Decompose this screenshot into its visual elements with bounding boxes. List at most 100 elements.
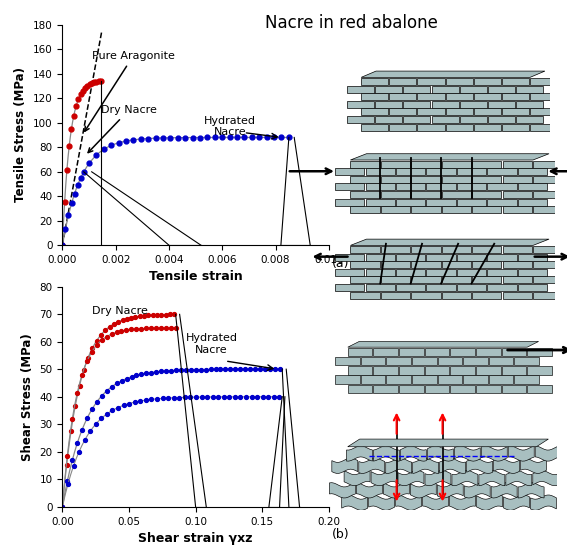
Polygon shape [457, 199, 486, 206]
Polygon shape [481, 446, 507, 461]
Polygon shape [366, 199, 395, 206]
Polygon shape [516, 85, 543, 93]
Polygon shape [411, 161, 441, 168]
Polygon shape [369, 495, 395, 510]
Polygon shape [514, 357, 539, 365]
Polygon shape [476, 366, 501, 375]
Polygon shape [350, 239, 549, 245]
Polygon shape [506, 471, 532, 486]
Polygon shape [518, 199, 547, 206]
Polygon shape [412, 375, 437, 383]
Polygon shape [335, 357, 359, 365]
Polygon shape [381, 161, 410, 168]
Polygon shape [381, 277, 410, 283]
Polygon shape [425, 385, 450, 393]
Polygon shape [350, 206, 380, 213]
Polygon shape [530, 93, 557, 100]
Polygon shape [530, 495, 556, 510]
Polygon shape [396, 284, 425, 291]
Polygon shape [403, 85, 430, 93]
Polygon shape [527, 385, 552, 393]
Polygon shape [533, 261, 562, 268]
Polygon shape [422, 495, 448, 510]
Text: Dry Nacre: Dry Nacre [88, 105, 157, 153]
Polygon shape [502, 109, 529, 115]
Polygon shape [502, 191, 532, 198]
Polygon shape [390, 109, 416, 115]
Polygon shape [503, 495, 530, 510]
Polygon shape [514, 375, 539, 383]
Polygon shape [502, 78, 529, 85]
Polygon shape [533, 291, 562, 299]
Polygon shape [335, 168, 365, 175]
X-axis label: Tensile strain: Tensile strain [149, 271, 243, 283]
Polygon shape [488, 101, 515, 108]
Polygon shape [489, 357, 514, 365]
Polygon shape [426, 284, 456, 291]
Polygon shape [411, 176, 441, 183]
Polygon shape [487, 253, 517, 261]
Polygon shape [357, 483, 382, 498]
Polygon shape [350, 161, 380, 168]
Polygon shape [446, 123, 473, 131]
Polygon shape [350, 191, 380, 198]
Polygon shape [350, 176, 380, 183]
Polygon shape [474, 123, 501, 131]
Polygon shape [361, 357, 386, 365]
Polygon shape [446, 93, 473, 100]
Polygon shape [527, 348, 552, 356]
Polygon shape [375, 116, 403, 123]
Polygon shape [442, 277, 471, 283]
Polygon shape [487, 199, 517, 206]
Polygon shape [502, 291, 532, 299]
Polygon shape [487, 183, 517, 191]
Polygon shape [474, 109, 501, 115]
Polygon shape [350, 261, 380, 268]
Polygon shape [438, 375, 462, 383]
Polygon shape [442, 191, 471, 198]
Polygon shape [366, 253, 395, 261]
Polygon shape [516, 116, 543, 123]
Polygon shape [533, 176, 562, 183]
Polygon shape [467, 458, 493, 473]
Polygon shape [426, 269, 456, 276]
Polygon shape [472, 206, 501, 213]
Polygon shape [411, 246, 441, 253]
Polygon shape [457, 183, 486, 191]
Polygon shape [396, 168, 425, 175]
Text: Hydrated
Nacre: Hydrated Nacre [185, 333, 238, 355]
Polygon shape [361, 375, 386, 383]
Polygon shape [386, 458, 412, 473]
Text: Hydrated
Nacre: Hydrated Nacre [204, 116, 256, 137]
Polygon shape [347, 85, 374, 93]
Polygon shape [476, 385, 501, 393]
Polygon shape [417, 93, 445, 100]
Polygon shape [412, 357, 437, 365]
Polygon shape [425, 366, 450, 375]
Polygon shape [399, 366, 424, 375]
Polygon shape [361, 123, 388, 131]
Polygon shape [366, 269, 395, 276]
Polygon shape [390, 93, 416, 100]
Polygon shape [381, 191, 410, 198]
Polygon shape [533, 161, 562, 168]
Polygon shape [350, 154, 549, 160]
Polygon shape [425, 471, 451, 486]
Polygon shape [535, 446, 561, 461]
Polygon shape [442, 176, 471, 183]
X-axis label: Shear strain γxz: Shear strain γxz [138, 532, 253, 545]
Polygon shape [442, 161, 471, 168]
Polygon shape [502, 123, 529, 131]
Polygon shape [516, 101, 543, 108]
Polygon shape [411, 483, 436, 498]
Polygon shape [381, 206, 410, 213]
Polygon shape [398, 471, 424, 485]
Polygon shape [472, 261, 501, 268]
Polygon shape [399, 348, 424, 356]
Polygon shape [335, 269, 365, 276]
Polygon shape [491, 483, 517, 498]
Polygon shape [518, 168, 547, 175]
Text: Pure Aragonite: Pure Aragonite [85, 51, 175, 131]
Polygon shape [457, 269, 486, 276]
Polygon shape [502, 348, 526, 356]
